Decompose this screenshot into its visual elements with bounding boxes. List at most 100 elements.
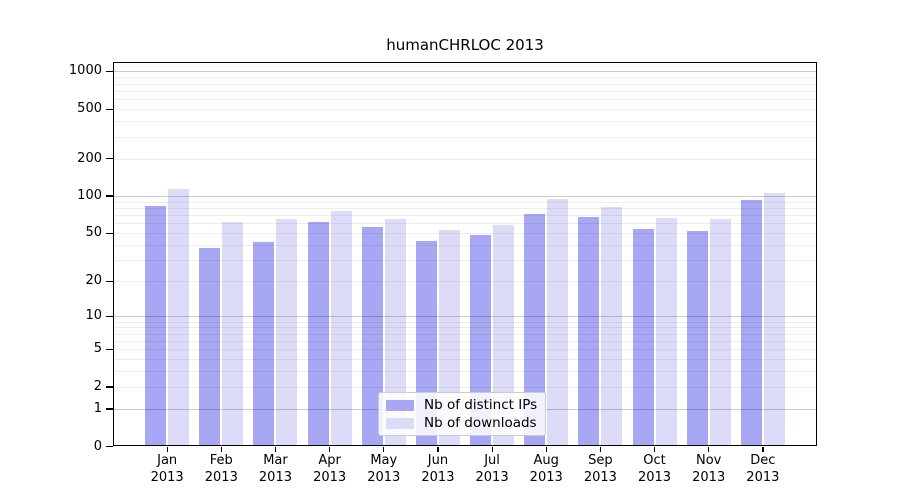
x-axis-tick bbox=[654, 447, 656, 452]
x-axis-tick bbox=[437, 447, 439, 452]
x-axis-tick bbox=[383, 447, 385, 452]
legend-label-downloads: Nb of downloads bbox=[424, 415, 537, 431]
y-axis-tick bbox=[106, 232, 113, 234]
x-axis-tick bbox=[762, 447, 764, 452]
gridline-minor bbox=[114, 109, 816, 111]
gridline-minor bbox=[114, 321, 816, 323]
bar-downloads bbox=[222, 222, 244, 447]
gridline-minor bbox=[114, 359, 816, 361]
bar-downloads bbox=[330, 211, 352, 447]
bar-distinct-ips bbox=[632, 228, 654, 447]
y-axis-tick-label: 1000 bbox=[68, 63, 102, 79]
y-axis-tick bbox=[106, 386, 113, 388]
gridline-minor bbox=[114, 207, 816, 209]
x-axis-tick bbox=[708, 447, 710, 452]
x-axis-tick-label: Nov 2013 bbox=[692, 453, 726, 485]
x-axis-tick-label: Jul 2013 bbox=[475, 453, 509, 485]
x-axis-tick bbox=[220, 447, 222, 452]
y-axis-tick-label: 50 bbox=[85, 225, 102, 241]
y-axis-tick-label: 2 bbox=[93, 378, 102, 394]
bar-downloads bbox=[655, 218, 677, 447]
bar-distinct-ips bbox=[740, 200, 762, 447]
y-axis-tick bbox=[106, 70, 113, 73]
bar-distinct-ips bbox=[578, 217, 600, 447]
gridline-minor bbox=[114, 223, 816, 225]
gridline-minor bbox=[114, 77, 816, 79]
gridline-minor bbox=[114, 90, 816, 92]
x-axis-tick-label: Aug 2013 bbox=[529, 453, 563, 485]
gridline-minor bbox=[114, 215, 816, 217]
gridline-minor bbox=[114, 158, 816, 160]
bar-distinct-ips bbox=[361, 227, 383, 447]
bar-downloads bbox=[168, 189, 190, 447]
x-axis-tick bbox=[329, 447, 331, 452]
x-axis-tick-label: May 2013 bbox=[367, 453, 401, 485]
bar-downloads bbox=[493, 225, 515, 447]
x-axis-tick-label: Feb 2013 bbox=[204, 453, 238, 485]
x-axis-tick bbox=[599, 447, 602, 452]
bar-downloads bbox=[601, 206, 623, 447]
y-axis-tick bbox=[106, 446, 113, 448]
y-axis-tick bbox=[106, 195, 113, 197]
x-axis-tick-label: Oct 2013 bbox=[637, 453, 672, 485]
gridline-minor bbox=[114, 371, 816, 373]
gridline-minor bbox=[114, 260, 816, 262]
legend-row-downloads: Nb of downloads bbox=[386, 415, 539, 431]
gridline-minor bbox=[114, 136, 816, 138]
gridline-minor bbox=[114, 340, 816, 342]
gridline-minor bbox=[114, 99, 816, 101]
x-axis-tick-label: Dec 2013 bbox=[746, 453, 780, 485]
legend: Nb of distinct IPs Nb of downloads bbox=[378, 392, 546, 436]
x-axis-tick bbox=[274, 447, 277, 452]
gridline-minor bbox=[114, 349, 816, 351]
gridline-minor bbox=[114, 201, 816, 203]
y-axis-tick-label: 5 bbox=[93, 341, 102, 357]
bar-downloads bbox=[384, 219, 406, 447]
gridline-major bbox=[114, 195, 816, 197]
y-axis-tick-label: 20 bbox=[85, 273, 102, 289]
gridline-minor bbox=[114, 83, 816, 85]
gridline-minor bbox=[114, 386, 816, 388]
legend-swatch-distinct-ips bbox=[386, 399, 414, 411]
bar-distinct-ips bbox=[199, 247, 221, 447]
bar-downloads bbox=[709, 219, 731, 447]
gridline-minor bbox=[114, 333, 816, 335]
x-axis-tick bbox=[491, 447, 493, 452]
gridline-minor bbox=[114, 244, 816, 246]
gridline-major bbox=[114, 71, 816, 73]
gridline-minor bbox=[114, 327, 816, 329]
bar-downloads bbox=[763, 192, 785, 447]
y-axis-tick-label: 200 bbox=[77, 150, 102, 166]
y-axis-tick bbox=[106, 348, 113, 350]
bar-downloads bbox=[547, 199, 569, 447]
x-axis-tick bbox=[545, 447, 547, 452]
x-axis-tick-label: Sep 2013 bbox=[583, 453, 617, 485]
gridline-minor bbox=[114, 281, 816, 283]
x-axis-tick-label: Apr 2013 bbox=[313, 453, 347, 485]
y-axis-tick-label: 500 bbox=[77, 101, 102, 117]
legend-label-distinct-ips: Nb of distinct IPs bbox=[424, 397, 538, 413]
bar-distinct-ips bbox=[307, 222, 329, 447]
y-axis-tick-label: 100 bbox=[77, 187, 102, 203]
gridline-minor bbox=[114, 121, 816, 123]
x-axis-tick-label: Jun 2013 bbox=[421, 453, 455, 485]
gridline-minor bbox=[114, 233, 816, 235]
bar-distinct-ips bbox=[686, 230, 708, 447]
y-axis-tick bbox=[106, 315, 113, 317]
y-axis-tick bbox=[106, 280, 113, 282]
bar-distinct-ips bbox=[145, 205, 167, 447]
x-axis-tick-label: Jan 2013 bbox=[150, 453, 184, 485]
bar-downloads bbox=[276, 219, 298, 447]
x-axis-tick bbox=[166, 447, 168, 452]
y-axis-tick-label: 10 bbox=[85, 308, 102, 324]
bar-distinct-ips bbox=[524, 213, 546, 447]
legend-swatch-downloads bbox=[386, 417, 414, 429]
bar-distinct-ips bbox=[253, 242, 275, 447]
y-axis-tick bbox=[106, 108, 113, 110]
legend-row-distinct-ips: Nb of distinct IPs bbox=[386, 397, 539, 413]
gridline-major bbox=[114, 316, 816, 318]
y-axis-tick-label: 0 bbox=[93, 438, 102, 454]
